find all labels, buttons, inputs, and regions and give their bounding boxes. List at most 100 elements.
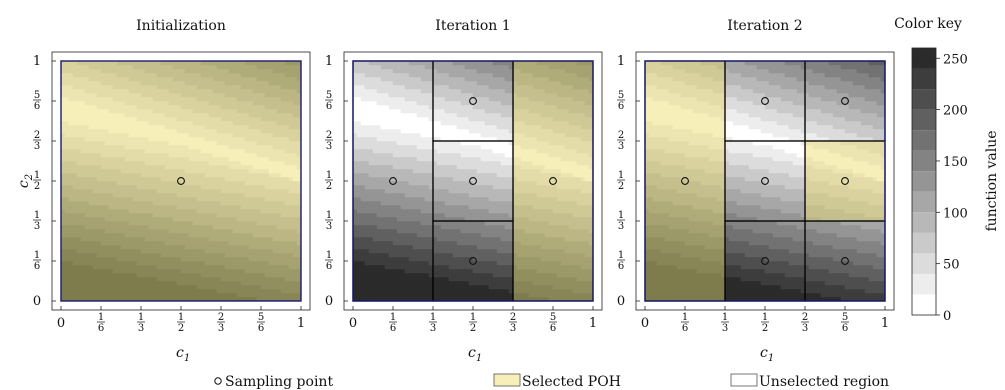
heatmap-cell: [168, 180, 174, 186]
heatmap-cell: [116, 196, 122, 202]
heatmap-cell: [408, 232, 414, 238]
heatmap-cell: [420, 276, 426, 282]
heatmap-cell: [64, 280, 70, 286]
heatmap-cell: [160, 84, 166, 90]
heatmap-cell: [360, 232, 366, 238]
heatmap-cell: [136, 72, 142, 78]
heatmap-cell: [408, 216, 414, 222]
heatmap-cell: [292, 288, 298, 294]
heatmap-cell: [212, 216, 218, 222]
heatmap-cell: [84, 61, 90, 66]
heatmap-cell: [84, 272, 90, 278]
heatmap-cell: [116, 216, 122, 222]
heatmap-cell: [384, 76, 390, 82]
heatmap-cell: [384, 204, 390, 210]
heatmap-cell: [136, 232, 142, 238]
heatmap-cell: [440, 84, 446, 90]
heatmap-cell: [156, 224, 162, 230]
heatmap-cell: [84, 176, 90, 182]
heatmap-cell: [140, 132, 146, 138]
heatmap-cell: [64, 268, 70, 274]
heatmap-cell: [168, 84, 174, 90]
heatmap-cell: [220, 120, 226, 126]
heatmap-cell: [244, 61, 250, 66]
heatmap-cell: [272, 168, 278, 174]
heatmap-cell: [144, 61, 150, 66]
heatmap-cell: [252, 76, 258, 82]
heatmap-cell: [356, 80, 362, 86]
heatmap-cell: [400, 288, 406, 294]
heatmap-cell: [260, 92, 266, 98]
heatmap-cell: [124, 72, 130, 78]
heatmap-cell: [184, 128, 190, 134]
heatmap-cell: [424, 228, 430, 234]
heatmap-cell: [180, 108, 186, 114]
heatmap-cell: [392, 180, 398, 186]
heatmap-cell: [252, 228, 258, 234]
heatmap-cell: [204, 200, 210, 206]
heatmap-cell: [112, 192, 118, 198]
heatmap-cell: [416, 160, 422, 166]
heatmap-cell: [120, 204, 126, 210]
heatmap-cell: [248, 180, 254, 186]
heatmap-cell: [168, 168, 174, 174]
heatmap-cell: [412, 61, 418, 66]
heatmap-cell: [408, 152, 414, 158]
heatmap-cell: [104, 224, 110, 230]
heatmap-cell: [284, 160, 290, 166]
heatmap-cell: [176, 284, 182, 290]
heatmap-cell: [180, 104, 186, 110]
heatmap-cell: [92, 128, 98, 134]
heatmap-cell: [108, 84, 114, 90]
heatmap-cell: [272, 260, 278, 266]
heatmap-cell: [188, 140, 194, 146]
heatmap-cell: [256, 264, 262, 270]
heatmap-cell: [160, 80, 166, 86]
heatmap-cell: [184, 208, 190, 214]
heatmap-cell: [380, 144, 386, 150]
heatmap-cell: [353, 204, 358, 210]
heatmap-cell: [252, 108, 258, 114]
heatmap-cell: [148, 136, 154, 142]
heatmap-cell: [172, 184, 178, 190]
heatmap-cell: [284, 228, 290, 234]
heatmap-cell: [388, 152, 394, 158]
heatmap-cell: [396, 208, 402, 214]
heatmap-cell: [408, 256, 414, 262]
heatmap-cell: [120, 152, 126, 158]
heatmap-cell: [353, 164, 358, 170]
heatmap-cell: [252, 212, 258, 218]
heatmap-cell: [100, 84, 106, 90]
heatmap-cell: [288, 72, 294, 78]
heatmap-cell: [176, 80, 182, 86]
heatmap-cell: [400, 100, 406, 106]
heatmap-cell: [216, 156, 222, 162]
heatmap-cell: [228, 128, 234, 134]
heatmap-cell: [428, 108, 433, 114]
heatmap-cell: [353, 136, 358, 142]
heatmap-cell: [424, 64, 430, 70]
heatmap-cell: [172, 232, 178, 238]
heatmap-cell: [388, 104, 394, 110]
heatmap-cell: [148, 100, 154, 106]
heatmap-cell: [220, 184, 226, 190]
heatmap-cell: [92, 244, 98, 250]
heatmap-cell: [432, 104, 438, 110]
heatmap-cell: [212, 196, 218, 202]
heatmap-cell: [353, 212, 358, 218]
heatmap-cell: [412, 248, 418, 254]
heatmap-cell: [428, 244, 433, 250]
heatmap-cell: [432, 116, 438, 122]
heatmap-cell: [268, 140, 274, 146]
heatmap-cell: [248, 192, 254, 198]
heatmap-cell: [412, 72, 418, 78]
heatmap-cell: [404, 156, 410, 162]
heatmap-cell: [124, 96, 130, 102]
heatmap-cell: [448, 128, 454, 134]
heatmap-cell: [204, 136, 210, 142]
heatmap-cell: [388, 260, 394, 266]
heatmap-cell: [132, 120, 138, 126]
heatmap-cell: [288, 128, 294, 134]
heatmap-cell: [212, 61, 218, 66]
heatmap-cell: [392, 68, 398, 74]
